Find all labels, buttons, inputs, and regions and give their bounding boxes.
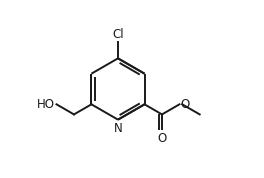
Text: O: O — [180, 98, 190, 111]
Text: O: O — [157, 132, 167, 145]
Text: Cl: Cl — [112, 28, 124, 41]
Text: HO: HO — [36, 98, 54, 111]
Text: N: N — [114, 122, 122, 135]
